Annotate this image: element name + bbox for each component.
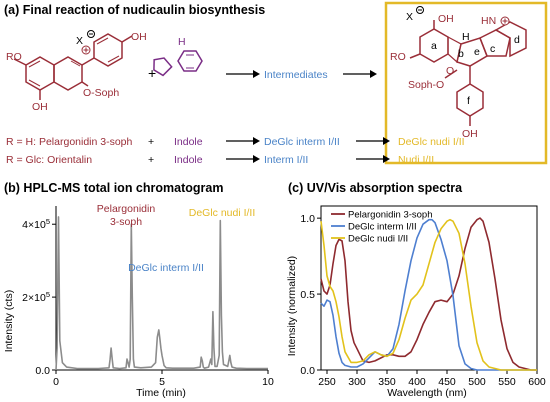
plus-sign: + bbox=[148, 65, 156, 81]
nudicaulin-structure bbox=[409, 20, 527, 126]
y-tick-label: 1.0 bbox=[300, 213, 315, 225]
x-tick-label: 350 bbox=[378, 376, 396, 388]
ring-label: e bbox=[474, 46, 480, 58]
arrow-icon bbox=[383, 137, 390, 145]
ro-label: RO bbox=[6, 51, 22, 63]
row-product: DeGlc nudi I/II bbox=[398, 136, 465, 148]
spectrum-deglc-nudi bbox=[320, 218, 537, 371]
osoph-label: O-Soph bbox=[83, 87, 119, 99]
x-tick-label: 5 bbox=[159, 376, 165, 388]
product-box bbox=[384, 1, 548, 165]
hn-label: HN bbox=[481, 15, 496, 27]
row-reactant: R = H: Pelargonidin 3-soph bbox=[6, 136, 133, 148]
y-axis-label: Intensity (normalized) bbox=[286, 256, 298, 356]
peak-annotation: 3-soph bbox=[110, 216, 142, 228]
ring-label: c bbox=[490, 43, 495, 55]
row-indole: Indole bbox=[174, 136, 203, 148]
reaction-scheme: X OH RO OH O-Soph + H Intermediates X OH… bbox=[6, 1, 548, 166]
row-indole: Indole bbox=[174, 154, 203, 166]
soph-o-label: Soph-O bbox=[408, 79, 444, 91]
ring-label: a bbox=[431, 40, 437, 52]
legend-label: DeGlc nudi I/II bbox=[348, 234, 408, 245]
x-tick-label: 0 bbox=[53, 376, 59, 388]
x-tick-label: 500 bbox=[468, 376, 486, 388]
uvvis-chart: 250 300 350 400 450 500 550 600 0.0 0.5 1.0 Intens… bbox=[286, 205, 546, 399]
arrow-icon bbox=[370, 70, 377, 78]
indole-nh-label: H bbox=[178, 36, 186, 48]
y-tick-label: 0.0 bbox=[35, 365, 50, 377]
peak-annotation: DeGlc nudi I/II bbox=[189, 207, 256, 219]
oh-label: OH bbox=[462, 128, 478, 140]
panel-b-title: (b) HPLC-MS total ion chromatogram bbox=[4, 181, 224, 195]
y-tick-label: 0.5 bbox=[300, 289, 315, 301]
x-tick-label: 450 bbox=[438, 376, 456, 388]
x-tick-label: 250 bbox=[318, 376, 336, 388]
arrow-icon bbox=[383, 155, 390, 163]
legend-label: Pelargonidin 3-soph bbox=[348, 210, 433, 221]
ring-oxygen-label: O bbox=[446, 65, 454, 77]
spectrum-pelargonidin bbox=[320, 217, 537, 371]
peak-annotation: Pelargonidin bbox=[97, 203, 156, 215]
arrow-icon bbox=[253, 155, 260, 163]
oh-label: OH bbox=[32, 101, 48, 113]
legend-label: DeGlc interm I/II bbox=[348, 222, 417, 233]
panel-c-title: (c) UV/Vis absorption spectra bbox=[288, 181, 463, 195]
oh-label: OH bbox=[438, 13, 454, 25]
intermediates-label: Intermediates bbox=[264, 69, 328, 81]
reaction-row: R = H: Pelargonidin 3-soph + Indole DeGl… bbox=[6, 136, 465, 148]
x-tick-label: 550 bbox=[498, 376, 516, 388]
ro-label: RO bbox=[390, 51, 406, 63]
row-product: Nudi I/II bbox=[398, 154, 434, 166]
chromatogram-plot: 0 5 10 0.0 2×105 4×105 bbox=[22, 206, 274, 388]
row-plus: + bbox=[148, 136, 154, 148]
chromatogram-chart: 0 5 10 0.0 2×105 4×105 Intensity (cts) Time (… bbox=[3, 203, 274, 399]
row-intermediate: DeGlc interm I/II bbox=[264, 136, 340, 148]
peak-annotation: DeGlc interm I/II bbox=[128, 262, 204, 274]
arrow-icon bbox=[253, 70, 260, 78]
x-tick-label: 300 bbox=[348, 376, 366, 388]
ring-label: f bbox=[467, 95, 470, 107]
x-tick-label: 400 bbox=[408, 376, 426, 388]
reaction-row: R = Glc: Orientalin + Indole Interm I/II… bbox=[6, 154, 434, 166]
y-tick-label: 4×105 bbox=[22, 217, 50, 231]
y-tick-label: 0.0 bbox=[300, 365, 315, 377]
x-minus-label: X bbox=[76, 35, 83, 47]
uvvis-plot: 250 300 350 400 450 500 550 600 0.0 0.5 1.0 bbox=[300, 205, 546, 388]
ring-label: b bbox=[458, 48, 464, 60]
x-tick-label: 10 bbox=[262, 376, 274, 388]
panel-a-title: (a) Final reaction of nudicaulin biosynt… bbox=[4, 3, 266, 17]
x-axis-label: Time (min) bbox=[136, 387, 186, 399]
spectrum-deglc-interm bbox=[320, 218, 537, 371]
chromatogram-trace bbox=[55, 216, 268, 371]
row-plus: + bbox=[148, 154, 154, 166]
row-intermediate: Interm I/II bbox=[264, 154, 308, 166]
y-tick-label: 2×105 bbox=[22, 290, 50, 304]
x-axis-label: Wavelength (nm) bbox=[387, 387, 467, 399]
pelargonidin-structure bbox=[13, 33, 133, 100]
y-axis-label: Intensity (cts) bbox=[3, 290, 15, 352]
x-minus-label: X bbox=[406, 11, 413, 23]
x-tick-label: 600 bbox=[528, 376, 546, 388]
indole-structure bbox=[153, 50, 203, 77]
ring-label: d bbox=[514, 34, 520, 46]
plot-frame bbox=[320, 205, 538, 371]
h-label: H bbox=[462, 31, 470, 43]
oh-label: OH bbox=[131, 31, 147, 43]
row-reactant: R = Glc: Orientalin bbox=[6, 154, 92, 166]
arrow-icon bbox=[253, 137, 260, 145]
